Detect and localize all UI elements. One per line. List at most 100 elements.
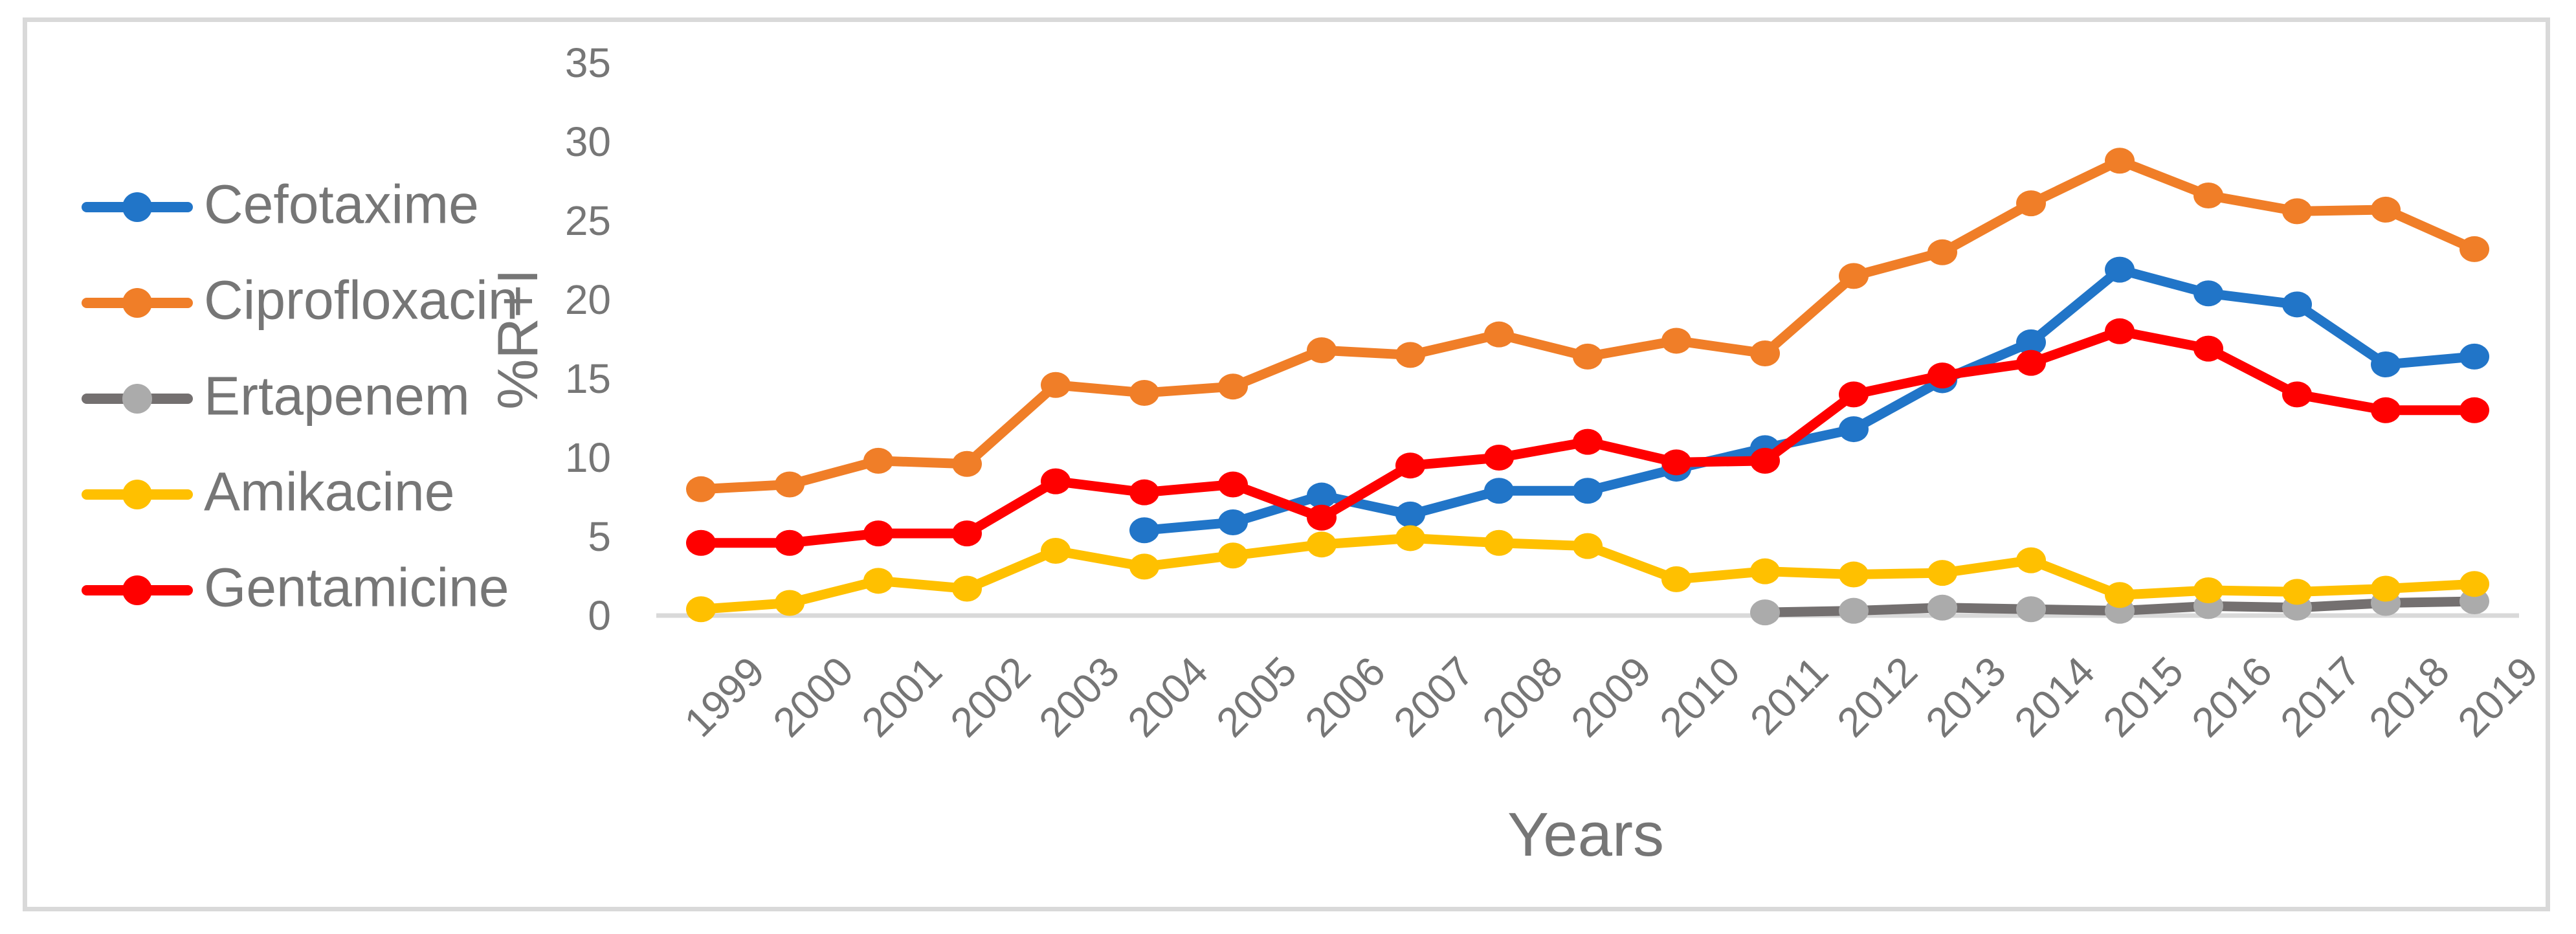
data-point-gentamicine-2009: [1573, 428, 1603, 455]
y-tick-label-35: 35: [564, 39, 611, 86]
y-tick-label-20: 20: [564, 276, 611, 323]
legend-dot-marker-ciprofloxacin: [122, 288, 152, 318]
data-point-ciprofloxacin-2013: [1927, 239, 1957, 265]
data-point-cefotaxime-2017: [2282, 291, 2312, 318]
legend-dot-marker-amikacine: [122, 480, 152, 509]
legend-item-ertapenem: Ertapenem: [82, 363, 696, 434]
series-line-cefotaxime: [1139, 265, 2480, 535]
data-point-gentamicine-2019: [2459, 397, 2489, 423]
data-point-ciprofloxacin-1999: [686, 476, 716, 502]
data-point-ertapenem-2012: [1839, 597, 1869, 624]
data-point-ciprofloxacin-2010: [1661, 328, 1691, 354]
data-point-cefotaxime-2005: [1218, 509, 1248, 536]
data-point-gentamicine-2006: [1307, 504, 1337, 531]
data-point-amikacine-2001: [863, 568, 893, 594]
legend-label: Ciprofloxacin: [204, 269, 518, 331]
data-point-ertapenem-2014: [2016, 596, 2046, 623]
y-axis-title: %R+I: [485, 269, 550, 410]
data-point-cefotaxime-2009: [1573, 478, 1603, 504]
data-point-amikacine-2007: [1395, 525, 1425, 551]
data-point-gentamicine-2017: [2282, 381, 2312, 408]
data-point-gentamicine-2007: [1395, 452, 1425, 479]
data-point-gentamicine-2012: [1839, 381, 1869, 408]
data-point-amikacine-2005: [1218, 542, 1248, 569]
data-point-amikacine-2009: [1573, 533, 1603, 559]
data-point-ciprofloxacin-2019: [2459, 236, 2489, 262]
legend-label: Cefotaxime: [204, 173, 479, 235]
data-point-ciprofloxacin-2012: [1839, 263, 1869, 289]
data-point-amikacine-2016: [2193, 577, 2223, 603]
data-point-ciprofloxacin-2001: [863, 447, 893, 474]
data-point-amikacine-1999: [686, 596, 716, 623]
data-point-ciprofloxacin-2018: [2371, 196, 2401, 223]
data-point-cefotaxime-2007: [1395, 501, 1425, 528]
data-point-amikacine-2004: [1129, 553, 1159, 580]
data-point-gentamicine-1999: [686, 529, 716, 556]
data-point-cefotaxime-2016: [2193, 280, 2223, 307]
y-tick-label-0: 0: [588, 592, 611, 639]
y-tick-label-15: 15: [564, 355, 611, 402]
data-point-amikacine-2000: [775, 590, 805, 616]
data-point-amikacine-2014: [2016, 547, 2046, 573]
y-tick-label-5: 5: [588, 513, 611, 560]
data-point-amikacine-2015: [2105, 582, 2135, 608]
data-point-ertapenem-2013: [1927, 594, 1957, 621]
data-point-gentamicine-2008: [1484, 445, 1514, 471]
data-point-amikacine-2012: [1839, 561, 1869, 588]
legend-item-ciprofloxacin: Ciprofloxacin: [82, 267, 696, 339]
data-point-amikacine-2017: [2282, 579, 2312, 605]
legend-item-gentamicine: Gentamicine: [82, 555, 696, 626]
data-point-gentamicine-2004: [1129, 479, 1159, 506]
data-point-gentamicine-2015: [2105, 318, 2135, 344]
data-point-amikacine-2008: [1484, 529, 1514, 556]
data-point-ciprofloxacin-2009: [1573, 343, 1603, 370]
data-point-gentamicine-2005: [1218, 471, 1248, 498]
data-point-ciprofloxacin-2006: [1307, 337, 1337, 364]
data-point-ertapenem-2011: [1750, 599, 1780, 626]
data-point-ciprofloxacin-2004: [1129, 379, 1159, 406]
legend-dot-marker-ertapenem: [122, 384, 152, 414]
legend-dot-marker-cefotaxime: [122, 192, 152, 222]
y-tick-label-10: 10: [564, 434, 611, 481]
legend-item-cefotaxime: Cefotaxime: [82, 172, 696, 243]
data-point-gentamicine-2016: [2193, 335, 2223, 362]
data-point-ciprofloxacin-2005: [1218, 373, 1248, 400]
legend-item-amikacine: Amikacine: [82, 459, 696, 530]
data-point-cefotaxime-2015: [2105, 256, 2135, 283]
data-point-gentamicine-2003: [1041, 468, 1071, 495]
data-point-ciprofloxacin-2016: [2193, 182, 2223, 208]
data-point-cefotaxime-2014: [2016, 329, 2046, 355]
x-axis-title: Years: [1507, 800, 1664, 869]
legend-dot-marker-gentamicine: [122, 575, 152, 605]
data-point-amikacine-2006: [1307, 531, 1337, 558]
data-point-amikacine-2019: [2459, 571, 2489, 597]
legend-label: Amikacine: [204, 461, 455, 522]
data-point-amikacine-2018: [2371, 575, 2401, 602]
data-point-gentamicine-2014: [2016, 350, 2046, 376]
legend-label: Gentamicine: [204, 557, 509, 618]
data-point-cefotaxime-2018: [2371, 351, 2401, 378]
data-point-cefotaxime-2004: [1129, 517, 1159, 544]
data-point-ciprofloxacin-2007: [1395, 342, 1425, 368]
data-point-gentamicine-2001: [863, 520, 893, 547]
data-point-amikacine-2003: [1041, 537, 1071, 564]
data-point-amikacine-2011: [1750, 558, 1780, 584]
data-point-ciprofloxacin-2003: [1041, 372, 1071, 398]
data-point-ciprofloxacin-2015: [2105, 148, 2135, 174]
data-point-gentamicine-2002: [952, 520, 982, 547]
data-point-ciprofloxacin-2008: [1484, 321, 1514, 348]
data-point-cefotaxime-2019: [2459, 343, 2489, 370]
y-tick-label-25: 25: [564, 197, 611, 244]
data-point-gentamicine-2000: [775, 529, 805, 556]
data-point-ciprofloxacin-2011: [1750, 340, 1780, 366]
data-point-amikacine-2010: [1661, 566, 1691, 592]
data-point-gentamicine-2010: [1661, 449, 1691, 476]
data-point-cefotaxime-2012: [1839, 416, 1869, 443]
data-point-gentamicine-2018: [2371, 397, 2401, 423]
y-tick-label-30: 30: [564, 118, 611, 165]
data-point-cefotaxime-2006: [1307, 482, 1337, 509]
data-point-amikacine-2002: [952, 575, 982, 602]
data-point-ciprofloxacin-2002: [952, 450, 982, 477]
